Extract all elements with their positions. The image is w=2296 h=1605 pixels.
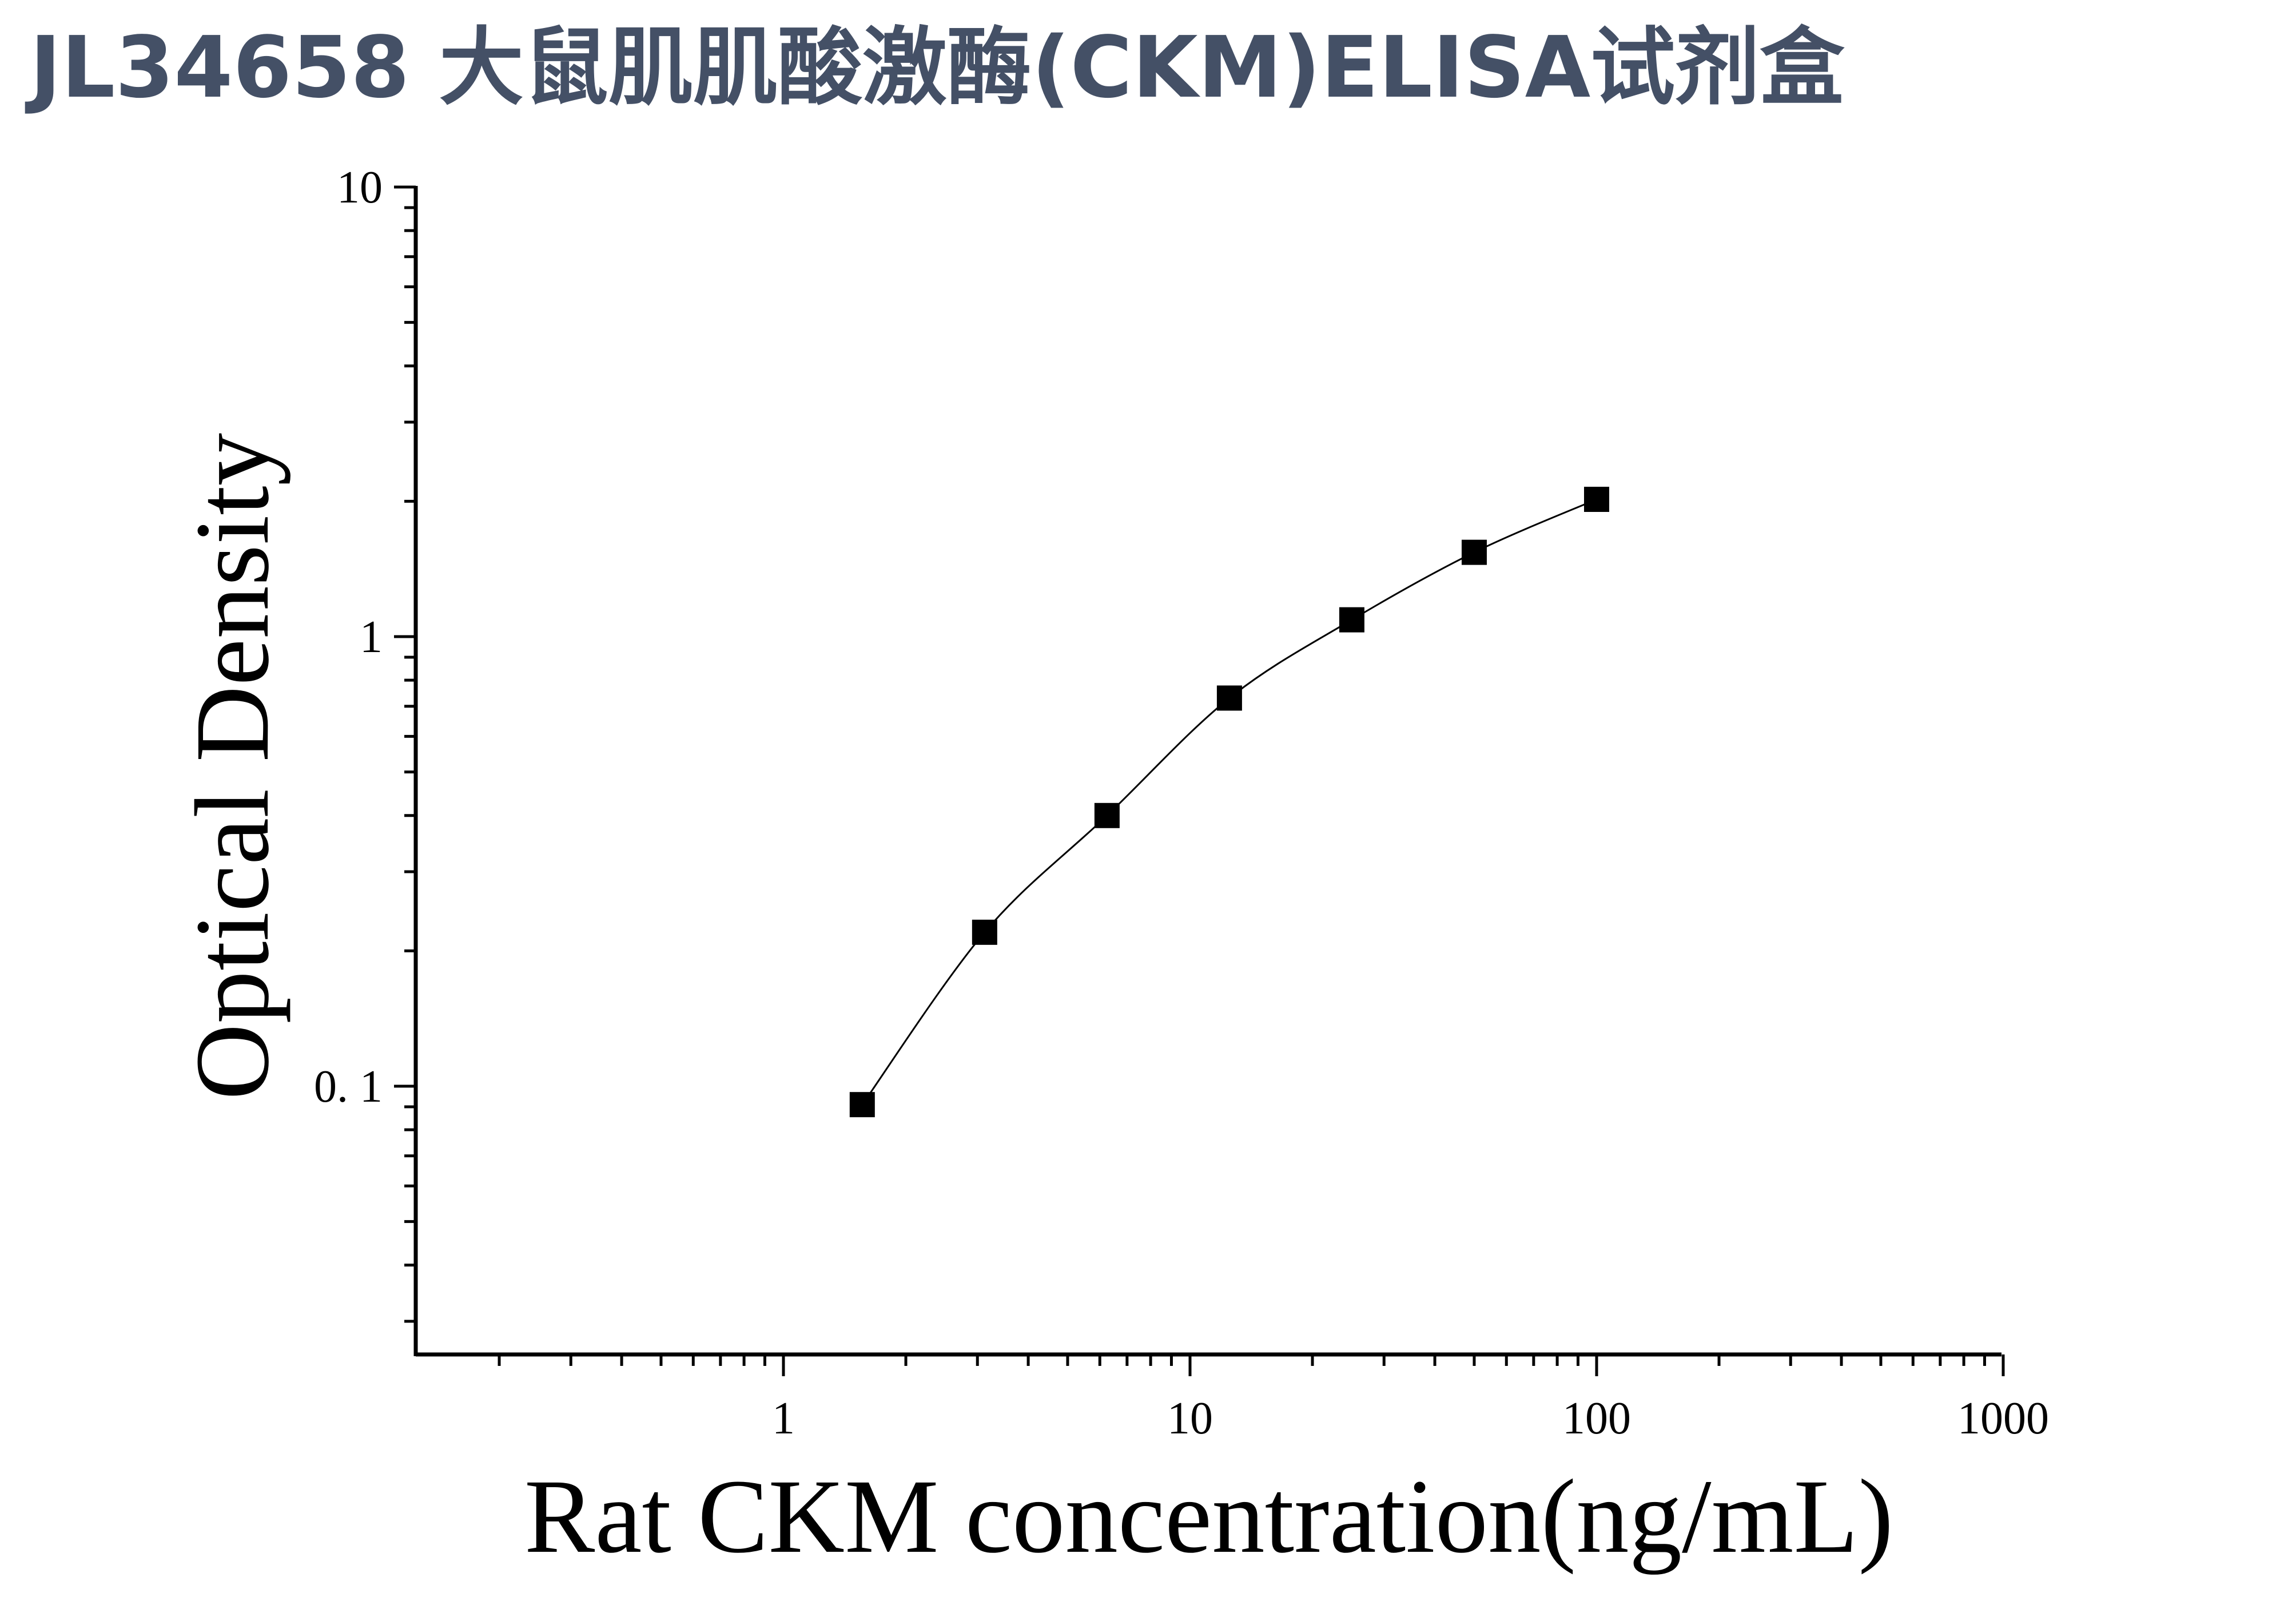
y-tick-label: 0. 1 <box>314 1062 383 1112</box>
data-point <box>849 1092 875 1118</box>
data-points <box>849 486 1609 1118</box>
data-point <box>1216 685 1242 711</box>
data-point <box>1584 486 1609 512</box>
x-tick-label: 10 <box>1167 1393 1213 1444</box>
y-axis-title: Optical Density <box>174 433 291 1100</box>
data-point <box>1461 539 1487 565</box>
axes: 1 10 100 1000 0. 1 1 10 <box>314 162 2049 1444</box>
x-axis-title: Rat CKM concentration(ng/mL) <box>524 1458 1893 1575</box>
x-tick-label: 100 <box>1562 1393 1631 1444</box>
y-tick-label: 1 <box>360 612 383 662</box>
x-tick-label: 1 <box>772 1393 795 1444</box>
y-tick-label: 10 <box>337 162 383 213</box>
data-point <box>1339 607 1364 633</box>
data-point <box>972 919 997 945</box>
fit-curve <box>861 498 1597 1106</box>
x-tick-label: 1000 <box>1957 1393 2049 1444</box>
data-point <box>1094 802 1120 828</box>
page-title: JL34658 大鼠肌肌酸激酶(CKM)ELISA试剂盒 <box>30 18 1845 117</box>
